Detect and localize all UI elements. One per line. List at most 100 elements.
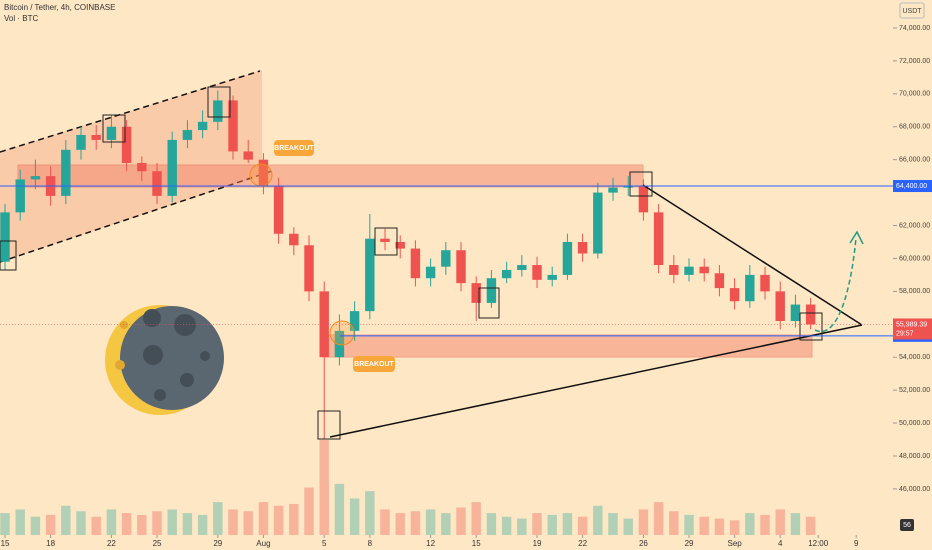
volume-bar bbox=[228, 509, 238, 535]
moon bbox=[105, 305, 224, 415]
candle-body bbox=[425, 266, 436, 279]
candle-body bbox=[760, 274, 770, 292]
level-label: 64,400.00 bbox=[896, 183, 927, 190]
candle-body bbox=[745, 274, 755, 302]
volume-bar bbox=[243, 511, 253, 535]
volume-bar bbox=[15, 509, 25, 535]
candle-body bbox=[349, 311, 360, 331]
volume-bar bbox=[425, 509, 436, 535]
breakout-circle bbox=[329, 320, 355, 346]
breakout-circle bbox=[249, 163, 273, 187]
x-tick-label: 5 bbox=[322, 539, 327, 548]
volume-bar bbox=[729, 520, 740, 535]
volume-bar bbox=[669, 511, 679, 535]
volume-bar bbox=[319, 440, 329, 535]
volume-bar bbox=[684, 514, 694, 535]
volume-bar bbox=[365, 491, 375, 535]
candle-body bbox=[501, 269, 512, 279]
candle-body bbox=[121, 126, 132, 163]
candle-body bbox=[775, 291, 785, 321]
volume-bar bbox=[517, 518, 527, 535]
candle-body bbox=[273, 186, 284, 234]
chart-title: Bitcoin / Tether, 4h, COINBASE bbox=[4, 3, 115, 12]
candle-body bbox=[790, 304, 801, 321]
volume-bar bbox=[182, 513, 193, 535]
candle-body bbox=[532, 265, 542, 280]
x-tick-label: Aug bbox=[256, 539, 270, 548]
volume-bar bbox=[653, 502, 664, 535]
volume-bar bbox=[213, 502, 223, 535]
candle-body bbox=[228, 100, 238, 152]
projection-arrow bbox=[814, 237, 857, 333]
volume-bar bbox=[137, 514, 147, 535]
volume-bar bbox=[167, 509, 177, 535]
volume-bar bbox=[121, 513, 132, 535]
box bbox=[799, 312, 823, 341]
x-tick-label: 18 bbox=[46, 539, 55, 548]
y-tick-label: 54,000.00 bbox=[899, 354, 930, 361]
y-tick-label: 58,000.00 bbox=[899, 288, 930, 295]
candle-body bbox=[137, 162, 147, 172]
volume-bar bbox=[699, 516, 709, 535]
currency: USDT bbox=[902, 8, 922, 15]
candle-body bbox=[0, 212, 10, 262]
box bbox=[317, 410, 341, 440]
y-tick-label: 72,000.00 bbox=[899, 58, 930, 65]
candle-body bbox=[653, 212, 664, 266]
box bbox=[374, 227, 398, 256]
volume-bar bbox=[471, 502, 481, 535]
y-tick-label: 60,000.00 bbox=[899, 255, 930, 262]
x-tick-label: 19 bbox=[533, 539, 542, 548]
triangle-upper bbox=[642, 184, 863, 326]
candle-body bbox=[334, 330, 345, 358]
annotation: BREAKOUT bbox=[354, 361, 394, 368]
x-tick-label: 12 bbox=[426, 539, 435, 548]
candle-body bbox=[243, 151, 253, 160]
candle-body bbox=[684, 266, 694, 275]
channel-fill bbox=[0, 70, 262, 262]
candle-body bbox=[197, 121, 208, 131]
volume-bar bbox=[714, 518, 725, 535]
box bbox=[629, 171, 653, 197]
volume-bar bbox=[593, 505, 603, 535]
volume-bar bbox=[91, 516, 101, 535]
x-tick-label: 9 bbox=[854, 539, 859, 548]
volume-bar bbox=[61, 505, 71, 535]
y-tick-label: 46,000.00 bbox=[899, 486, 930, 493]
crater bbox=[143, 309, 161, 327]
volume-bar bbox=[456, 507, 466, 535]
candle-body bbox=[623, 186, 633, 188]
volume-bar bbox=[380, 509, 390, 535]
volume-bar bbox=[547, 514, 557, 535]
moon-dark bbox=[120, 306, 224, 410]
arrow-head bbox=[849, 230, 864, 245]
price-axis: USDT 56 74,000.00 72,000.00 70,000.00 68,00… bbox=[893, 0, 932, 550]
volume-bar bbox=[273, 505, 284, 535]
badge-box bbox=[900, 519, 914, 531]
crater bbox=[200, 351, 210, 361]
volume-bar bbox=[805, 516, 816, 535]
candle-body bbox=[304, 245, 314, 292]
candle-body bbox=[729, 288, 740, 302]
candle-body bbox=[395, 241, 405, 249]
resistance-zone bbox=[17, 164, 644, 188]
x-tick-label: Sep bbox=[727, 539, 742, 548]
x-tick-label: 29 bbox=[213, 539, 222, 548]
volume-bar bbox=[623, 518, 633, 535]
crater bbox=[120, 321, 128, 329]
volume-bar bbox=[258, 502, 269, 535]
crater bbox=[174, 314, 196, 336]
x-tick-label: 15 bbox=[472, 539, 481, 548]
volume-bar bbox=[577, 516, 588, 535]
candle-body bbox=[577, 241, 588, 254]
box bbox=[478, 287, 500, 319]
triangle-lower bbox=[329, 324, 863, 438]
candle-body bbox=[456, 250, 466, 284]
box bbox=[0, 240, 17, 271]
candle-body bbox=[562, 241, 573, 275]
volume-bar bbox=[289, 503, 299, 535]
candle-layer bbox=[0, 90, 816, 440]
volume-bar bbox=[334, 483, 345, 535]
